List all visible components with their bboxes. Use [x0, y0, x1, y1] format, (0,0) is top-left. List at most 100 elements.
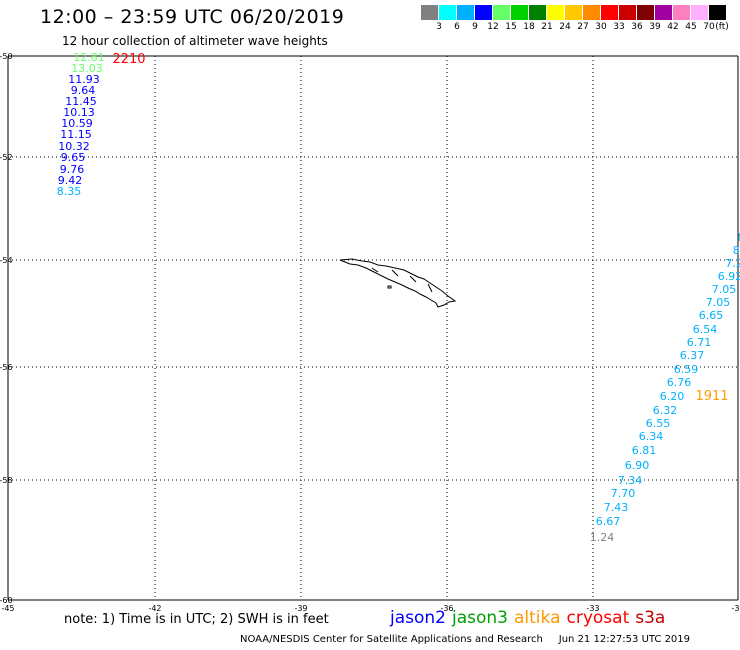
island-inlet	[371, 267, 433, 293]
swh-value: 7.43	[604, 501, 629, 514]
swh-value: 7.05	[712, 283, 737, 296]
legend-swatch	[547, 5, 565, 20]
swh-value: 8	[738, 231, 740, 244]
swh-value: 7.70	[611, 487, 636, 500]
swh-value: 6.67	[596, 515, 621, 528]
swh-value: 6.76	[667, 376, 692, 389]
lon-label: -30	[731, 604, 740, 613]
satellite-jason3: jason3	[452, 608, 508, 628]
swh-value: 6.55	[646, 417, 671, 430]
legend-tick-label: 33	[613, 22, 625, 32]
swh-value: 6.37	[680, 349, 705, 362]
satellite-key: jason2 jason3 altika cryosat s3a	[390, 608, 671, 628]
swh-value: 11.45	[65, 95, 97, 108]
swh-value: 6.34	[639, 430, 664, 443]
swh-value: 10.32	[58, 140, 90, 153]
legend-swatch	[511, 5, 529, 20]
legend-swatch	[475, 5, 493, 20]
legend-tick-label: 6	[454, 22, 460, 32]
legend-tick-label: 45	[685, 22, 697, 32]
legend-tick-label: 12	[487, 22, 499, 32]
swh-value: 13.03	[71, 62, 103, 75]
legend-tick-label: 36	[631, 22, 643, 32]
swh-value: 8.35	[57, 185, 82, 198]
swh-value: 6.20	[660, 390, 685, 403]
lon-label: -36	[440, 604, 453, 613]
map-grid	[7, 55, 739, 601]
legend-tick-label: 42	[667, 22, 679, 32]
swh-value: 9.76	[60, 163, 85, 176]
swh-value: 6.65	[699, 309, 724, 322]
legend-swatch	[421, 5, 439, 20]
legend-tick-label: 21	[541, 22, 553, 32]
legend-tick-label: 18	[523, 22, 535, 32]
swh-value: 11.15	[60, 128, 92, 141]
legend-swatch	[655, 5, 673, 20]
satellite-s3a: s3a	[635, 608, 666, 628]
swh-value: 6.71	[687, 336, 712, 349]
legend-swatch	[583, 5, 601, 20]
legend-tick-label: 9	[472, 22, 478, 32]
lon-label: -39	[294, 604, 307, 613]
footer-agency: NOAA/NESDIS Center for Satellite Applica…	[240, 634, 543, 645]
islet	[387, 285, 392, 289]
axis-labels: -50 -52 -54 -56 -58 -60-45 -42 -39 -36 -33 -30	[0, 52, 740, 613]
swh-value: 11.93	[68, 73, 100, 86]
lon-label: -33	[586, 604, 599, 613]
lat-label: -52	[0, 153, 13, 162]
legend-swatch	[529, 5, 547, 20]
legend-tick-label: 70	[703, 22, 715, 32]
swh-value: 7.2	[725, 257, 740, 270]
footer-credit: NOAA/NESDIS Center for Satellite Applica…	[240, 634, 690, 645]
legend-tick-label: 39	[649, 22, 661, 32]
legend-swatch	[565, 5, 583, 20]
lat-label: -60	[0, 596, 13, 605]
units-note: note: 1) Time is in UTC; 2) SWH is in fe…	[64, 612, 329, 627]
swh-value: 6.59	[674, 363, 699, 376]
swh-value: 1.24	[590, 531, 615, 544]
swh-value: 8.	[733, 244, 740, 257]
swh-value: 6.32	[653, 404, 678, 417]
swh-value: 10.59	[61, 117, 93, 130]
swh-value: 10.13	[63, 106, 95, 119]
satellite-cryosat: cryosat	[566, 608, 630, 628]
lon-label: -45	[1, 604, 14, 613]
satellite-jason2: jason2	[390, 608, 446, 628]
swh-value: 6.90	[625, 459, 650, 472]
satellite-altika: altika	[514, 608, 561, 628]
pass-time-label: 2210	[112, 52, 145, 67]
island-coastline	[339, 258, 457, 308]
legend-swatch	[601, 5, 619, 20]
swh-value: 9.65	[61, 151, 86, 164]
color-legend: 3 6 9 12 15 18 21 24 27 30 33 36 39 42 45 70 (ft)	[421, 5, 729, 34]
swh-value: 7.05	[706, 296, 731, 309]
swh-value: 9.42	[58, 174, 83, 187]
lat-label: -56	[0, 363, 13, 372]
legend-swatches	[421, 5, 727, 20]
legend-tick-label: 24	[559, 22, 571, 32]
legend-unit: (ft)	[715, 22, 729, 32]
legend-swatch	[691, 5, 709, 20]
swh-value: 6.92	[718, 270, 740, 283]
swh-value: 12.81	[73, 51, 105, 64]
map-title: 12:00 – 23:59 UTC 06/20/2019	[40, 6, 345, 28]
legend-swatch	[493, 5, 511, 20]
footer-timestamp: Jun 21 12:27:53 UTC 2019	[558, 634, 691, 645]
pass-time-label: 1911	[695, 389, 728, 404]
legend-swatch	[637, 5, 655, 20]
legend-swatch	[673, 5, 691, 20]
swh-value: 9.64	[71, 84, 96, 97]
swh-value: 6.54	[693, 323, 718, 336]
legend-swatch	[709, 5, 727, 20]
lat-label: -54	[0, 256, 13, 265]
legend-tick-labels: 3 6 9 12 15 18 21 24 27 30 33 36 39 42 45 70 (ft)	[421, 20, 729, 34]
legend-swatch	[439, 5, 457, 20]
legend-tick-label: 15	[505, 22, 517, 32]
legend-swatch	[619, 5, 637, 20]
swh-value: 7.34	[618, 474, 643, 487]
lon-label: -42	[148, 604, 161, 613]
swh-value: 6.81	[632, 444, 657, 457]
legend-swatch	[457, 5, 475, 20]
